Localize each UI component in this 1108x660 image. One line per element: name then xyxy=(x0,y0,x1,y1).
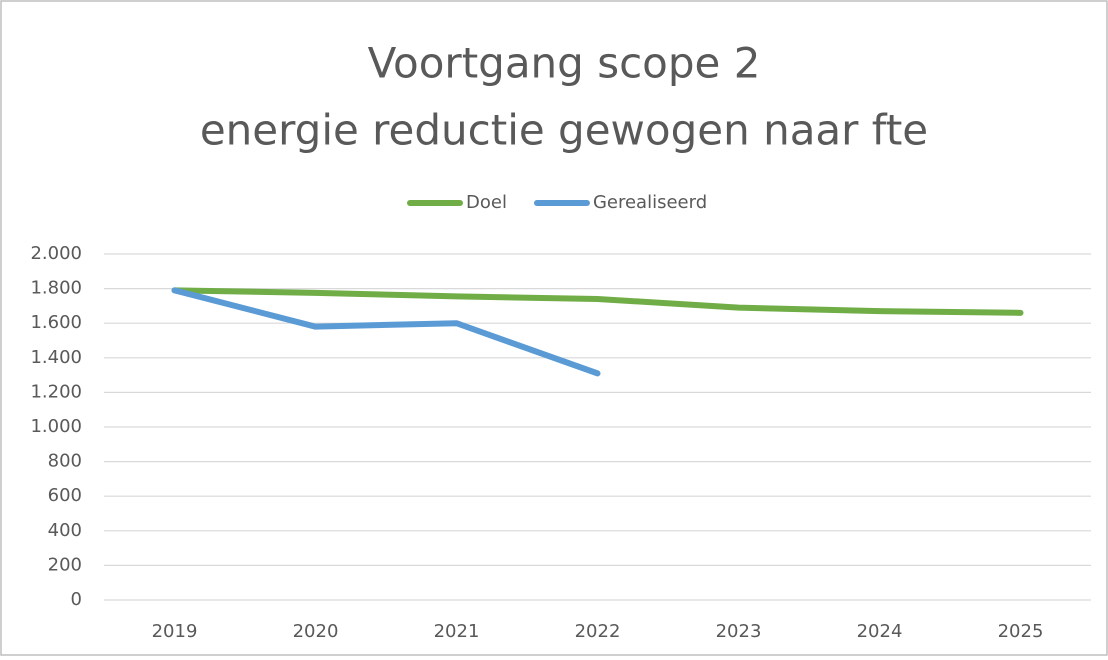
y-tick-label: 1.400 xyxy=(30,347,82,368)
y-tick-label: 400 xyxy=(48,520,82,541)
x-tick-label: 2024 xyxy=(857,621,903,642)
x-tick-label: 2021 xyxy=(434,621,480,642)
x-tick-label: 2022 xyxy=(575,621,621,642)
chart-title: Voortgang scope 2 xyxy=(368,39,761,88)
y-tick-label: 200 xyxy=(48,554,82,575)
legend-label: Doel xyxy=(466,192,507,213)
y-tick-label: 1.600 xyxy=(30,312,82,333)
y-tick-label: 1.800 xyxy=(30,278,82,299)
x-tick-label: 2023 xyxy=(716,621,762,642)
y-tick-label: 1.200 xyxy=(30,381,82,402)
y-tick-label: 800 xyxy=(48,451,82,472)
x-tick-label: 2025 xyxy=(998,621,1044,642)
y-tick-label: 1.000 xyxy=(30,416,82,437)
line-series xyxy=(171,287,1024,316)
x-tick-label: 2020 xyxy=(293,621,339,642)
legend-label: Gerealiseerd xyxy=(593,192,707,213)
line-series xyxy=(171,287,601,377)
x-tick-label: 2019 xyxy=(152,621,198,642)
y-tick-label: 0 xyxy=(71,589,82,610)
y-tick-label: 600 xyxy=(48,485,82,506)
chart-title: energie reductie gewogen naar fte xyxy=(200,106,928,155)
y-tick-label: 2.000 xyxy=(30,243,82,264)
